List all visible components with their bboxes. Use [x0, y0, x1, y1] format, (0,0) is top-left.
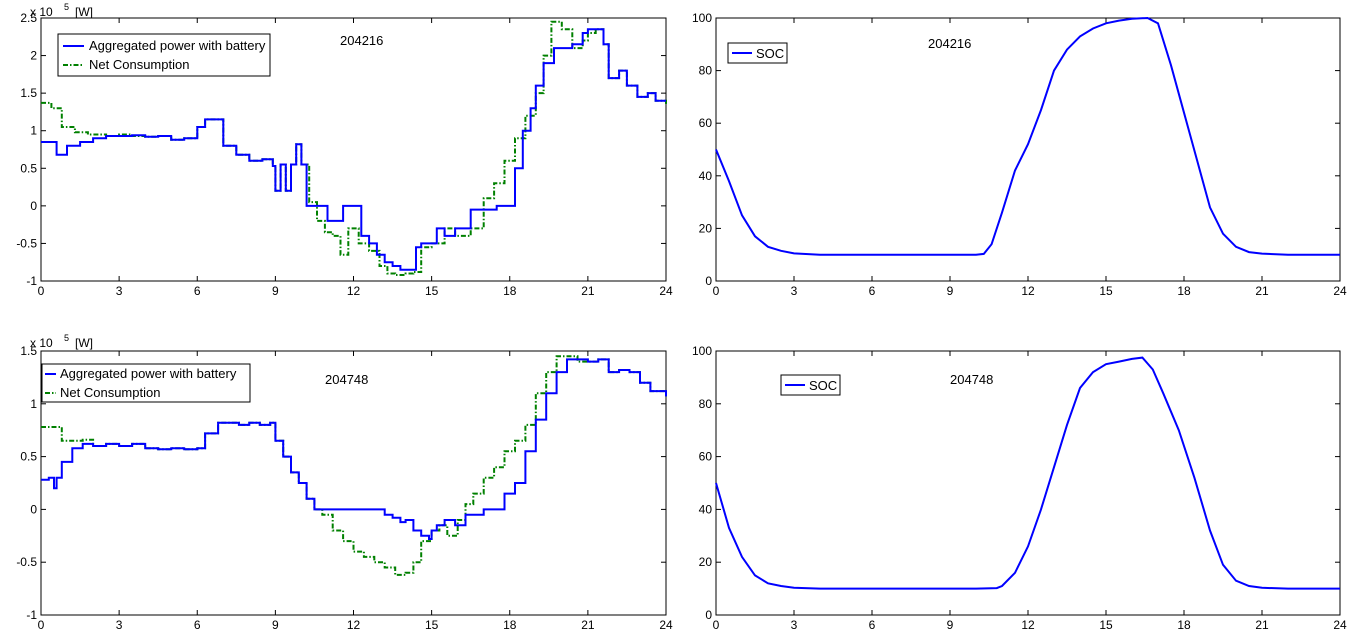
x-tick-label: 18 — [1177, 284, 1191, 298]
y-tick-label: 0 — [30, 502, 37, 516]
y-tick-label: 0 — [705, 274, 712, 288]
x-tick-label: 21 — [1255, 284, 1269, 298]
legend: Aggregated power with battery Net Consum… — [41, 363, 251, 403]
series-line-net-consumption — [41, 355, 667, 576]
x-tick-label: 9 — [947, 618, 954, 632]
x-tick-label: 0 — [38, 284, 45, 298]
chart-title: 204216 — [928, 36, 971, 51]
exponent-power: 5 — [64, 333, 69, 343]
x-tick-label: 3 — [791, 618, 798, 632]
chart-title: 204216 — [340, 33, 383, 48]
series-line-soc — [715, 356, 1340, 590]
unit-label: [W] — [75, 5, 93, 19]
chart-power-204748: 0 3 6 9 12 15 18 21 24-1-0.500.511.5 x 10 5 [W] … — [16, 333, 673, 632]
x-tick-label: 0 — [713, 284, 720, 298]
y-tick-label: 1 — [30, 124, 37, 138]
y-tick-label: 0 — [30, 199, 37, 213]
axes: 0 3 6 9 12 15 18 21 24 -1 -0.5 0 0.5 1 1.5 — [16, 344, 673, 632]
exponent-label: x 10 — [30, 336, 53, 350]
chart-title: 204748 — [325, 372, 368, 387]
x-tick-label: 3 — [116, 618, 123, 632]
x-tick-label: 12 — [1021, 284, 1035, 298]
x-tick-label: 18 — [1177, 618, 1191, 632]
y-tick-label: 2.5 — [20, 11, 37, 25]
legend-box — [780, 374, 841, 396]
x-tick-label: 18 — [503, 618, 517, 632]
x-tick-label: 15 — [1099, 618, 1113, 632]
x-tick-label: 9 — [272, 618, 279, 632]
y-tick-label: 40 — [699, 502, 713, 516]
x-tick-label: 6 — [194, 618, 201, 632]
chart-title: 204748 — [950, 372, 993, 387]
x-tick-label: 21 — [581, 284, 595, 298]
legend: SOC — [780, 374, 841, 396]
y-tick-label: 80 — [699, 64, 713, 78]
x-tick-label: 9 — [272, 284, 279, 298]
x-tick-label: 18 — [503, 284, 517, 298]
y-tick-label: 0 — [705, 608, 712, 622]
x-tick-label: 15 — [1099, 284, 1113, 298]
y-tick-label: 80 — [699, 397, 713, 411]
x-tick-label: 3 — [791, 284, 798, 298]
y-tick-label: -1 — [26, 608, 37, 622]
x-tick-label: 12 — [347, 284, 361, 298]
y-tick-label: -0.5 — [16, 236, 37, 250]
legend-box — [57, 33, 271, 77]
x-tick-label: 6 — [869, 618, 876, 632]
y-tick-label: 1 — [30, 397, 37, 411]
x-tick-label: 9 — [947, 284, 954, 298]
exponent-power: 5 — [64, 2, 69, 12]
y-tick-label: -1 — [26, 274, 37, 288]
y-tick-label: 100 — [692, 344, 712, 358]
legend-label-power: Aggregated power with battery — [89, 38, 266, 53]
chart-soc-204216: 0 3 6 9 12 15 18 21 24 0 20 40 60 80 100 204216 SOC — [692, 11, 1347, 298]
series-line-aggregated-power — [41, 28, 666, 271]
x-tick-label: 15 — [425, 284, 439, 298]
y-tick-label: 20 — [699, 221, 713, 235]
legend-box — [727, 42, 788, 64]
x-tick-label: 3 — [116, 284, 123, 298]
y-tick-label: 1.5 — [20, 86, 37, 100]
axes: 0 3 6 9 12 15 18 21 24 0 20 40 60 80 100 — [692, 11, 1347, 298]
legend-label-soc: SOC — [756, 46, 784, 61]
x-tick-label: 12 — [347, 618, 361, 632]
legend-label-net: Net Consumption — [60, 385, 160, 400]
legend-label-net: Net Consumption — [89, 57, 189, 72]
y-tick-label: 1.5 — [20, 344, 37, 358]
x-tick-label: 0 — [713, 618, 720, 632]
y-tick-label: 20 — [699, 555, 713, 569]
y-tick-label: 2 — [30, 49, 37, 63]
y-tick-label: 40 — [699, 169, 713, 183]
y-tick-label: 0.5 — [20, 161, 37, 175]
legend: Aggregated power with battery Net Consum… — [57, 33, 271, 77]
x-tick-label: 21 — [1255, 618, 1269, 632]
y-tick-label: -0.5 — [16, 555, 37, 569]
x-tick-label: 24 — [1333, 618, 1347, 632]
x-tick-label: 6 — [869, 284, 876, 298]
exponent-label: x 10 — [30, 5, 53, 19]
legend-label-power: Aggregated power with battery — [60, 366, 237, 381]
x-tick-label: 12 — [1021, 618, 1035, 632]
y-tick-label: 0.5 — [20, 450, 37, 464]
series-line-soc — [715, 16, 1340, 256]
x-tick-label: 15 — [425, 618, 439, 632]
x-tick-label: 6 — [194, 284, 201, 298]
legend-label-soc: SOC — [809, 378, 837, 393]
x-tick-label: 24 — [1333, 284, 1347, 298]
y-tick-label: 60 — [699, 450, 713, 464]
legend: SOC — [727, 42, 788, 64]
x-tick-label: 0 — [38, 618, 45, 632]
x-tick-label: 21 — [581, 618, 595, 632]
x-tick-label: 24 — [659, 284, 673, 298]
plot-area — [715, 17, 1341, 282]
unit-label: [W] — [75, 336, 93, 350]
y-tick-label: 100 — [692, 11, 712, 25]
x-tick-label: 24 — [659, 618, 673, 632]
series-line-aggregated-power — [41, 358, 667, 540]
legend-box — [41, 363, 251, 403]
chart-soc-204748: 0 3 6 9 12 15 18 21 24 0 20 40 60 80 100 204748 SOC — [692, 344, 1347, 632]
chart-power-204216: 0 3 6 9 12 15 18 21 24-1-0.500.511.522.5 x 10 5 … — [16, 2, 673, 298]
y-tick-label: 60 — [699, 116, 713, 130]
